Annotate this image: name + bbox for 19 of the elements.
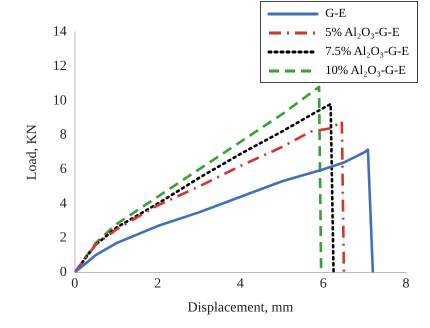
y-axis-title: Load, KN bbox=[25, 124, 40, 180]
x-tick-label: 6 bbox=[320, 276, 327, 292]
y-tick-label: 14 bbox=[52, 24, 67, 40]
y-tick-label: 6 bbox=[60, 162, 67, 178]
y-tick-label: 0 bbox=[60, 265, 67, 280]
legend-label: 7.5% Al₂O₃-G-E bbox=[325, 44, 409, 59]
y-tick-label: 8 bbox=[60, 128, 67, 143]
y-tick-label: 4 bbox=[60, 196, 67, 212]
x-tick-label: 0 bbox=[71, 276, 78, 292]
y-tick-label: 12 bbox=[52, 59, 67, 74]
x-tick-label: 4 bbox=[236, 276, 244, 292]
legend-label: 10% Al₂O₃-G-E bbox=[325, 63, 406, 78]
x-axis-title: Displacement, mm bbox=[188, 300, 294, 316]
legend-label: 5% Al₂O₃-G-E bbox=[325, 25, 400, 40]
legend-label: G-E bbox=[325, 6, 346, 21]
y-tick-label: 2 bbox=[60, 230, 67, 246]
y-tick-label: 10 bbox=[52, 93, 67, 108]
x-tick-label: 8 bbox=[402, 276, 410, 292]
x-tick-label: 2 bbox=[154, 276, 162, 292]
